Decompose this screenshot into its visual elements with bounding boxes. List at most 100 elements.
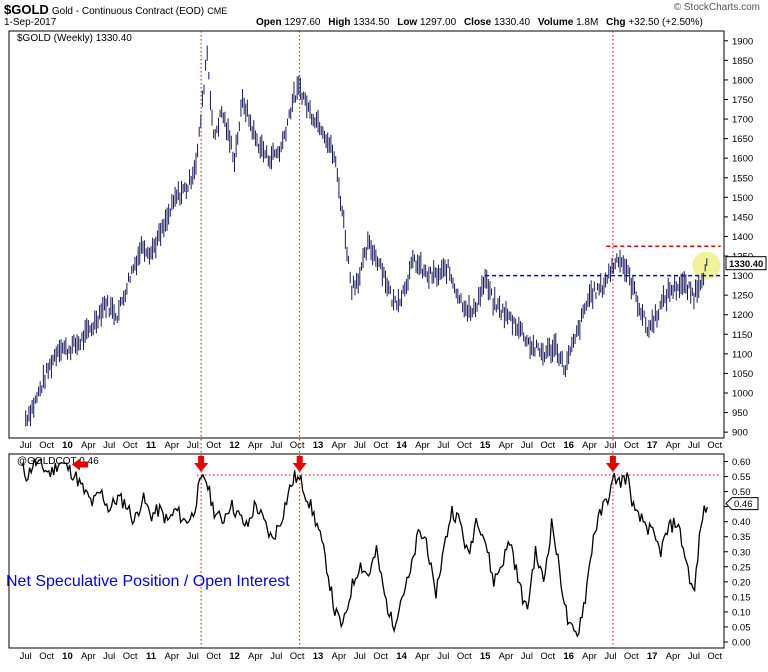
cot-x-tick-label: 10 <box>62 651 73 662</box>
price-last-value-box <box>725 256 767 271</box>
cot-x-tick-label: Apr <box>415 651 430 662</box>
cot-x-tick-label: 12 <box>229 651 240 662</box>
price-y-tick-label: 1600 <box>732 154 753 165</box>
red-down-arrow <box>292 456 307 472</box>
price-x-tick-label: Apr <box>248 440 263 451</box>
price-x-tick-label: Jul <box>354 440 366 451</box>
high-value: 1334.50 <box>353 17 390 28</box>
price-y-tick-label: 1200 <box>732 310 753 321</box>
price-y-tick-label: 1750 <box>732 95 753 106</box>
cot-x-tick-label: Oct <box>624 651 639 662</box>
price-x-tick-label: 14 <box>396 440 407 451</box>
cot-x-tick-label: 17 <box>647 651 658 662</box>
price-y-tick-label: 1700 <box>732 115 753 126</box>
cot-x-tick-label: Apr <box>248 651 263 662</box>
price-panel-frame <box>8 30 725 439</box>
red-down-arrow <box>605 456 620 472</box>
symbol: $GOLD <box>4 2 49 17</box>
price-legend: $GOLD (Weekly) 1330.40 <box>17 33 132 44</box>
price-x-tick-label: 11 <box>146 440 157 451</box>
price-x-tick-label: Jul <box>521 440 533 451</box>
chg-label: Chg <box>606 17 626 28</box>
price-x-tick-label: Apr <box>415 440 430 451</box>
price-x-tick-label: 15 <box>480 440 491 451</box>
price-x-tick-label: 17 <box>647 440 658 451</box>
price-y-tick-label: 1250 <box>732 291 753 302</box>
quote-summary: Open 1297.60 High 1334.50 Low 1297.00 Cl… <box>256 17 703 28</box>
price-y-tick-label: 1550 <box>732 173 753 184</box>
price-y-tick-label: 1850 <box>732 56 753 67</box>
cot-x-tick-label: 11 <box>146 651 157 662</box>
price-x-tick-label: Jul <box>270 440 282 451</box>
price-y-tick-label: 1300 <box>732 271 753 282</box>
cot-x-tick-label: Jul <box>187 651 199 662</box>
cot-x-tick-label: Apr <box>332 651 347 662</box>
description: Gold - Continuous Contract (EOD) <box>51 6 205 17</box>
price-x-tick-label: Apr <box>582 440 597 451</box>
price-y-tick-label: 1900 <box>732 36 753 47</box>
price-y-tick-label: 900 <box>732 428 748 439</box>
cot-x-tick-label: Oct <box>457 651 472 662</box>
cot-x-tick-label: Apr <box>164 651 179 662</box>
cot-x-tick-label: 16 <box>563 651 574 662</box>
watermark: © StockCharts.com <box>673 2 760 13</box>
cot-y-tick-label: 0.30 <box>732 547 751 558</box>
chart-title: $GOLD Gold - Continuous Contract (EOD) C… <box>4 2 227 17</box>
price-x-tick-label: Apr <box>332 440 347 451</box>
cot-x-tick-label: Oct <box>707 651 722 662</box>
cot-x-tick-label: Jul <box>688 651 700 662</box>
price-x-tick-label: Oct <box>707 440 722 451</box>
price-x-tick-label: Jul <box>604 440 616 451</box>
cot-x-tick-label: 15 <box>480 651 491 662</box>
cot-last-value-box <box>725 497 759 511</box>
price-y-tick-label: 1050 <box>732 369 753 380</box>
cot-line <box>21 458 709 638</box>
cot-x-tick-label: Oct <box>123 651 138 662</box>
red-left-arrow <box>71 458 88 471</box>
cot-y-tick-label: 0.15 <box>732 592 751 603</box>
high-label: High <box>328 17 351 28</box>
price-y-tick-label: 1400 <box>732 232 753 243</box>
price-x-tick-label: Oct <box>290 440 305 451</box>
price-y-tick-label: 950 <box>732 408 748 419</box>
cot-x-tick-label: Oct <box>540 651 555 662</box>
chg-value: +32.50 (+2.50%) <box>628 17 703 28</box>
price-x-tick-label: Jul <box>187 440 199 451</box>
price-x-tick-label: Jul <box>20 440 32 451</box>
price-x-tick-label: 16 <box>563 440 574 451</box>
close-value: 1330.40 <box>493 17 531 28</box>
cot-annotation: Net Speculative Position / Open Interest <box>6 573 290 590</box>
cot-x-tick-label: Jul <box>20 651 32 662</box>
exchange: CME <box>207 6 228 16</box>
price-x-tick-label: Jul <box>437 440 449 451</box>
cot-x-tick-label: Jul <box>437 651 449 662</box>
open-label: Open <box>256 17 282 28</box>
price-x-tick-label: Jul <box>688 440 700 451</box>
cot-y-tick-label: 0.25 <box>732 562 751 573</box>
cot-x-tick-label: Oct <box>373 651 388 662</box>
cot-panel-frame <box>8 453 725 649</box>
cot-x-tick-label: Oct <box>206 651 221 662</box>
cot-last-value: 0.46 <box>734 499 753 510</box>
red-down-arrow <box>194 456 209 472</box>
cot-x-tick-label: 14 <box>396 651 407 662</box>
price-x-tick-label: Apr <box>164 440 179 451</box>
low-label: Low <box>397 17 418 28</box>
open-value: 1297.60 <box>284 17 321 28</box>
cot-y-tick-label: 0.00 <box>732 637 751 648</box>
cot-y-tick-label: 0.05 <box>732 622 751 633</box>
price-x-tick-label: Oct <box>373 440 388 451</box>
cot-x-tick-label: Oct <box>39 651 54 662</box>
low-value: 1297.00 <box>420 17 457 28</box>
price-y-tick-label: 1000 <box>732 388 753 399</box>
cot-x-tick-label: Apr <box>499 651 514 662</box>
price-y-tick-label: 1650 <box>732 134 753 145</box>
price-x-tick-label: Apr <box>81 440 96 451</box>
price-x-tick-label: 12 <box>229 440 240 451</box>
cot-legend: @GOLDCOT 0.46 <box>17 456 99 467</box>
cot-x-tick-label: Jul <box>270 651 282 662</box>
price-y-tick-label: 1500 <box>732 193 753 204</box>
price-y-tick-label: 1150 <box>732 330 752 341</box>
close-label: Close <box>463 17 492 28</box>
